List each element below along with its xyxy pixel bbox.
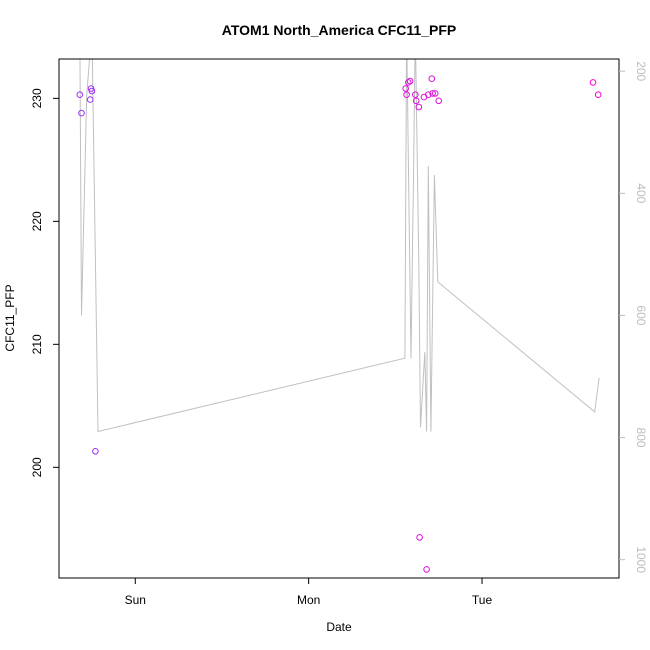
x-tick-label: Mon [297,593,320,607]
data-point [589,79,597,86]
y-tick-label: 220 [30,211,44,231]
data-point [88,87,96,95]
y2-tick-label: 400 [634,183,648,203]
y-tick-label: 210 [30,334,44,354]
data-point [92,448,99,455]
data-point [403,91,410,98]
data-point [428,75,436,82]
y-tick-label: 200 [30,457,44,477]
y2-tick-label: 200 [634,61,648,81]
data-point [594,91,602,98]
x-axis-label: Date [326,620,352,634]
y2-tick-label: 1000 [634,546,648,573]
data-point [425,91,432,98]
y2-tick-label: 600 [634,305,648,325]
data-point [423,566,430,573]
data-point [405,79,412,86]
data-point [86,96,94,103]
data-point [416,534,423,541]
data-point [406,77,414,85]
data-point [431,90,439,97]
y-tick-label: 230 [30,88,44,108]
y-axis-label: CFC11_PFP [3,284,17,351]
series-line [79,59,600,433]
data-point [435,97,443,105]
plot-frame [58,58,620,579]
chart-title: ATOM1 North_America CFC11_PFP [222,22,456,38]
data-point [429,90,436,97]
x-tick-label: Tue [472,593,493,607]
plot-area: Sun Mon Tue 200 210 220 230 200 400 600 800 1000 [30,58,648,607]
x-tick-label: Sun [125,593,146,607]
data-point [402,85,410,92]
data-point [412,97,420,105]
y2-tick-label: 800 [634,428,648,448]
data-point [78,109,85,117]
data-point [76,91,84,98]
data-point [412,91,419,98]
data-point [415,103,423,111]
